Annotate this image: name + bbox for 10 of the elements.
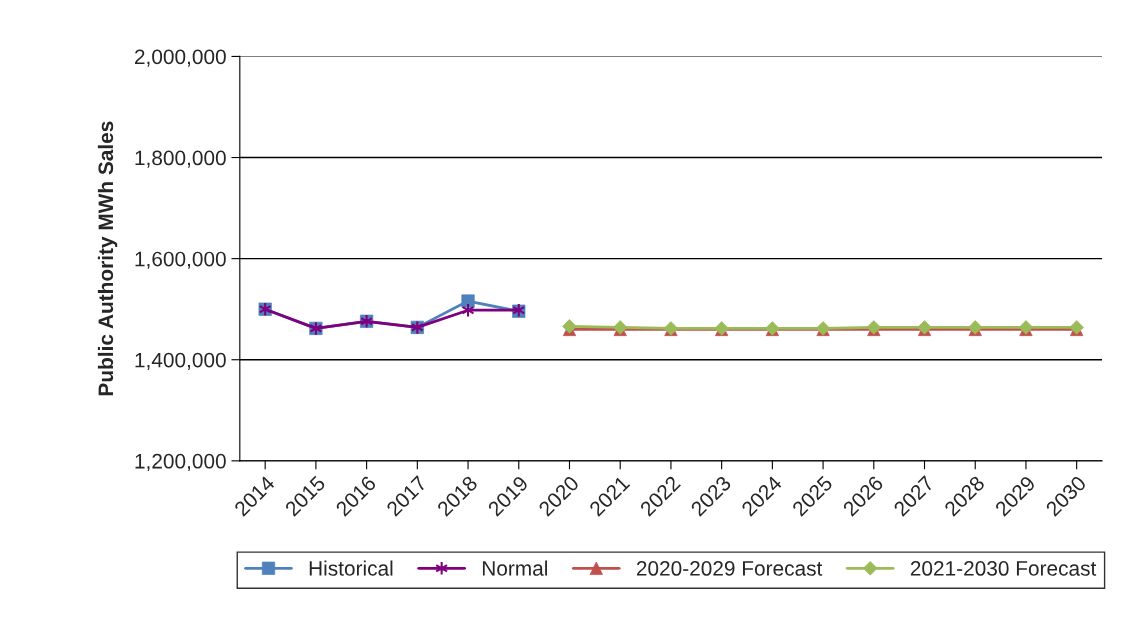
y-tick-label: 2,000,000 <box>135 49 226 67</box>
y-tick-label: 1,800,000 <box>135 150 226 168</box>
legend-label: 2020-2029 Forecast <box>636 561 823 576</box>
legend-label: Normal <box>482 560 547 576</box>
y-tick-label: 1,600,000 <box>135 251 226 269</box>
y-tick-label: 1,400,000 <box>135 352 226 370</box>
y-tick-label: 1,200,000 <box>135 453 226 472</box>
y-axis-title: Public Authority MWh Sales <box>97 121 118 396</box>
legend-label: 2021-2030 Forecast <box>910 561 1097 576</box>
legend-label: Historical <box>309 560 393 576</box>
